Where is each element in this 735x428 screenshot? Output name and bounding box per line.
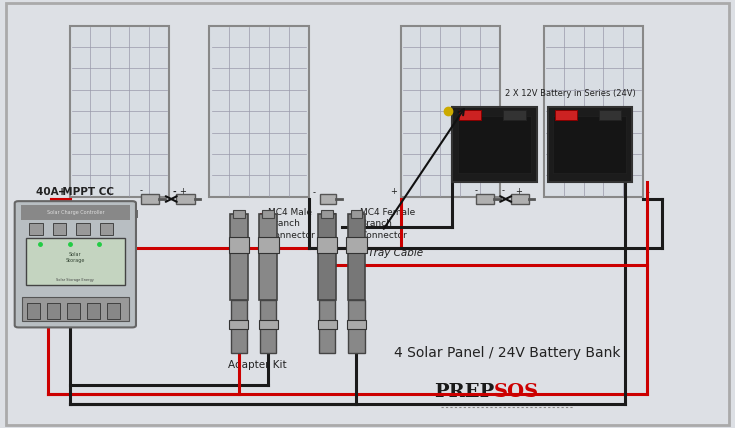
Bar	[27, 303, 40, 319]
Text: +: +	[390, 187, 397, 196]
Bar	[70, 26, 169, 197]
Bar	[176, 194, 195, 204]
Bar	[29, 223, 43, 235]
Text: +: +	[58, 187, 66, 197]
Text: -: -	[475, 187, 478, 196]
Text: MC4 Female
Branch
Connector: MC4 Female Branch Connector	[360, 208, 415, 240]
Bar	[70, 240, 99, 250]
Text: 4 Solar Panel / 24V Battery Bank: 4 Solar Panel / 24V Battery Bank	[394, 346, 620, 360]
Bar	[318, 214, 336, 300]
Bar	[548, 107, 632, 182]
FancyBboxPatch shape	[15, 201, 136, 327]
Bar	[458, 116, 531, 173]
Bar	[318, 321, 337, 329]
Bar	[555, 110, 577, 120]
Text: -: -	[647, 188, 650, 197]
Bar	[233, 210, 245, 218]
Bar	[22, 297, 129, 321]
Bar	[229, 321, 248, 329]
Bar	[401, 26, 500, 197]
Bar	[209, 26, 309, 197]
Bar	[320, 194, 336, 204]
Text: -: -	[312, 188, 315, 197]
Bar	[259, 321, 278, 329]
Bar	[348, 214, 365, 300]
Bar	[231, 300, 247, 353]
Bar	[258, 237, 279, 253]
Text: -: -	[502, 187, 505, 196]
Text: -: -	[140, 187, 143, 196]
Text: +: +	[514, 187, 522, 196]
Text: 2 X 12V Battery in Series (24V): 2 X 12V Battery in Series (24V)	[505, 89, 636, 98]
Bar	[87, 303, 100, 319]
Bar	[347, 321, 366, 329]
Bar	[348, 300, 365, 353]
Bar	[259, 214, 277, 300]
Bar	[107, 303, 120, 319]
Bar	[452, 107, 537, 182]
Bar	[260, 300, 276, 353]
Text: Solar Storage Energy: Solar Storage Energy	[57, 279, 94, 282]
Text: MC4 Male
Branch
Connector: MC4 Male Branch Connector	[268, 208, 315, 240]
Bar	[230, 214, 248, 300]
Text: +: +	[179, 187, 186, 196]
Bar	[544, 26, 643, 197]
Text: PREP: PREP	[434, 383, 494, 401]
Text: 40A MPPT CC: 40A MPPT CC	[36, 187, 115, 197]
Bar	[351, 210, 362, 218]
Bar	[53, 223, 66, 235]
Bar	[67, 303, 80, 319]
Bar	[553, 116, 626, 173]
Text: SOS: SOS	[494, 383, 539, 401]
Bar	[21, 205, 130, 220]
Bar	[100, 223, 113, 235]
Bar	[511, 194, 529, 204]
Bar	[26, 238, 125, 285]
Bar	[476, 194, 494, 204]
Text: Solar Charge Controller: Solar Charge Controller	[46, 210, 104, 215]
Bar	[503, 110, 526, 120]
Text: Adapter Kit: Adapter Kit	[228, 360, 287, 369]
Bar	[317, 237, 337, 253]
Text: 250 W Panel: 250 W Panel	[74, 210, 138, 220]
Bar	[321, 210, 333, 218]
Bar	[599, 110, 621, 120]
Bar	[319, 300, 335, 353]
Bar	[459, 110, 481, 120]
Bar	[141, 194, 159, 204]
Bar	[76, 223, 90, 235]
Bar	[47, 303, 60, 319]
Text: -: -	[173, 188, 176, 197]
Bar	[229, 237, 249, 253]
Bar	[262, 210, 274, 218]
Bar	[346, 237, 367, 253]
Text: Solar
Storage: Solar Storage	[65, 252, 85, 263]
Text: Tray Cable: Tray Cable	[368, 248, 423, 258]
